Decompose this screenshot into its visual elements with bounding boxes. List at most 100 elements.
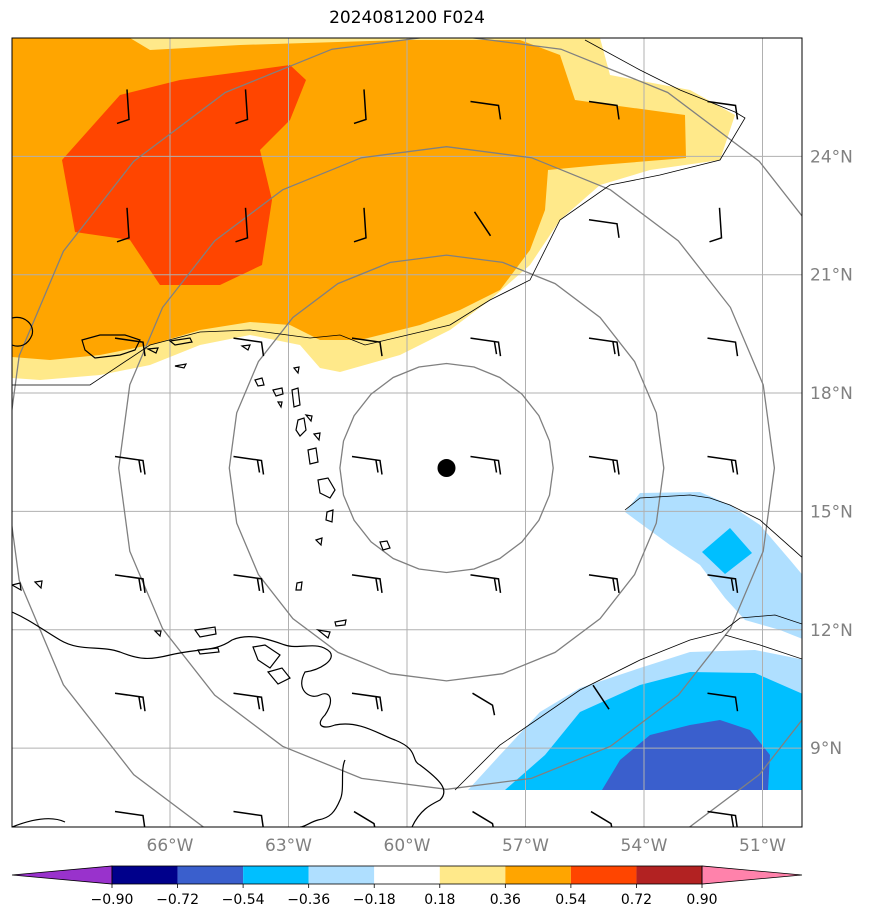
wind-barb — [826, 457, 856, 475]
wind-barb — [826, 693, 856, 711]
latitude-tick-label: 18°N — [810, 384, 853, 404]
wind-barb — [470, 337, 502, 357]
range-rings — [12, 38, 802, 827]
colorbar-extend-low — [11, 865, 113, 885]
wind-barb — [707, 692, 739, 712]
colorbar-tick-label: −0.54 — [222, 892, 265, 908]
map-grid — [12, 38, 802, 827]
map-title: 2024081200 F024 — [329, 8, 485, 28]
wind-barb — [470, 100, 502, 120]
colorbar-extend-high — [701, 865, 803, 885]
wind-barb — [116, 89, 130, 125]
wind-barb — [470, 455, 502, 475]
colorbar-tick-label: 0.18 — [424, 892, 455, 908]
wind-barb — [826, 338, 856, 356]
wind-barb — [828, 208, 840, 242]
map-frame — [11, 37, 803, 828]
range-ring — [339, 362, 554, 574]
wind-barb — [233, 337, 265, 357]
longitude-tick-label: 51°W — [739, 836, 786, 856]
colorbar-tick-label: −0.72 — [156, 892, 199, 908]
negative-anomaly-east-medium — [702, 528, 752, 574]
wind-barb — [592, 684, 610, 710]
wind-barb — [233, 455, 265, 475]
wind-barb — [707, 455, 739, 475]
wind-barb — [588, 337, 620, 357]
colorbar-segment — [439, 866, 506, 884]
wind-barb — [826, 575, 856, 593]
wind-barb — [351, 337, 383, 357]
wind-barb — [233, 574, 265, 593]
range-ring — [228, 254, 665, 682]
longitude-tick-label: 57°W — [502, 836, 549, 856]
latitude-tick-label: 12°N — [810, 621, 853, 641]
wind-barb — [472, 692, 496, 716]
wind-barb — [351, 574, 383, 593]
longitude-labels: 66°W 63°W 60°W 57°W 54°W 51°W — [147, 836, 787, 856]
colorbar-segment — [636, 866, 702, 884]
colorbar-segment — [177, 866, 244, 884]
wind-barb — [707, 810, 738, 827]
wind-barb — [353, 207, 367, 243]
colorbar-tick-label: −0.90 — [91, 892, 134, 908]
wind-barb — [470, 574, 502, 593]
wind-barb — [709, 207, 723, 243]
latitude-labels: 24°N 21°N 18°N 15°N 12°N 9°N — [810, 147, 853, 759]
wind-barb — [353, 810, 376, 827]
colorbar-tick-label: −0.18 — [353, 892, 396, 908]
longitude-tick-label: 54°W — [621, 836, 668, 856]
colorbar-tick-label: 0.72 — [621, 892, 652, 908]
longitude-tick-label: 66°W — [147, 836, 194, 856]
wind-barb — [351, 455, 383, 475]
wind-barb — [114, 337, 146, 357]
negative-anomaly-east-light — [625, 492, 802, 639]
colorbar-segment — [374, 866, 440, 884]
wind-barb — [707, 574, 739, 593]
wind-barb — [116, 207, 130, 243]
colorbar-tick-label: 0.54 — [555, 892, 586, 908]
wind-barb — [114, 692, 146, 712]
wind-barb — [588, 574, 620, 593]
wind-barb — [472, 810, 494, 827]
latitude-tick-label: 21°N — [810, 266, 853, 286]
colorbar-tick-label: 0.90 — [686, 892, 717, 908]
colorbar-outline — [111, 865, 703, 885]
range-ring — [118, 146, 776, 790]
wind-barb — [828, 89, 840, 123]
coastlines — [12, 316, 445, 827]
wind-barb — [588, 100, 620, 120]
colorbar-segment — [570, 866, 637, 884]
wind-barb — [233, 810, 264, 827]
colorbar-tick-label: 0.36 — [490, 892, 521, 908]
wind-barb — [588, 219, 620, 238]
wind-barb — [114, 574, 146, 593]
colorbar-segment — [308, 866, 375, 884]
wind-barb — [233, 692, 265, 712]
map-plot-area — [12, 38, 856, 830]
longitude-tick-label: 60°W — [384, 836, 431, 856]
wind-barb — [353, 89, 367, 125]
wind-barb — [114, 810, 146, 827]
colorbar-tick-label: −0.36 — [287, 892, 330, 908]
latitude-tick-label: 15°N — [810, 502, 853, 522]
wind-barb — [588, 455, 620, 475]
wind-barb — [235, 89, 249, 125]
range-ring — [12, 38, 802, 827]
wind-barb — [707, 100, 739, 120]
colorbar: −0.90 −0.72 −0.54 −0.36 −0.18 0.18 0.36 0.54 0.7… — [11, 865, 803, 908]
wind-barbs — [114, 89, 856, 830]
wind-barb — [590, 810, 613, 827]
colorbar-segment — [505, 866, 571, 884]
wind-barb — [351, 692, 383, 712]
wind-barb — [235, 207, 249, 243]
colorbar-segment — [243, 866, 309, 884]
wind-barb — [707, 337, 739, 357]
wind-barb — [114, 455, 146, 475]
latitude-tick-label: 24°N — [810, 147, 853, 167]
storm-center-marker — [437, 459, 456, 478]
wind-barb — [473, 211, 492, 237]
colorbar-segment — [112, 866, 178, 884]
latitude-tick-label: 9°N — [810, 739, 842, 759]
wind-barb — [826, 812, 856, 830]
